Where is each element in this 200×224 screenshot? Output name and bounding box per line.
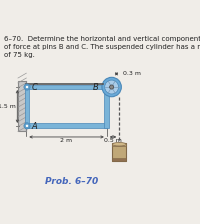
Text: B: B xyxy=(93,82,98,92)
Text: 2 m: 2 m xyxy=(60,138,73,143)
Text: C: C xyxy=(31,83,37,92)
Text: 6–70.  Determine the horizontal and vertical components
of force at pins B and C: 6–70. Determine the horizontal and verti… xyxy=(4,36,200,58)
Circle shape xyxy=(26,125,28,127)
Bar xyxy=(26,123,107,128)
Circle shape xyxy=(105,80,119,94)
Ellipse shape xyxy=(112,142,126,146)
Bar xyxy=(18,82,26,131)
Text: Prob. 6–70: Prob. 6–70 xyxy=(45,177,99,185)
Text: 0.5 m: 0.5 m xyxy=(104,138,122,143)
Circle shape xyxy=(102,77,121,97)
Bar xyxy=(26,85,112,89)
Bar xyxy=(25,85,29,128)
Bar xyxy=(112,142,126,146)
Text: A: A xyxy=(31,122,37,131)
Circle shape xyxy=(24,123,30,129)
Circle shape xyxy=(26,86,28,88)
Bar xyxy=(112,158,126,161)
Text: 0.3 m: 0.3 m xyxy=(123,71,141,76)
Text: 1.5 m: 1.5 m xyxy=(0,104,16,109)
Circle shape xyxy=(24,84,30,90)
Bar xyxy=(104,85,109,128)
Circle shape xyxy=(110,85,114,89)
Bar xyxy=(112,142,126,161)
